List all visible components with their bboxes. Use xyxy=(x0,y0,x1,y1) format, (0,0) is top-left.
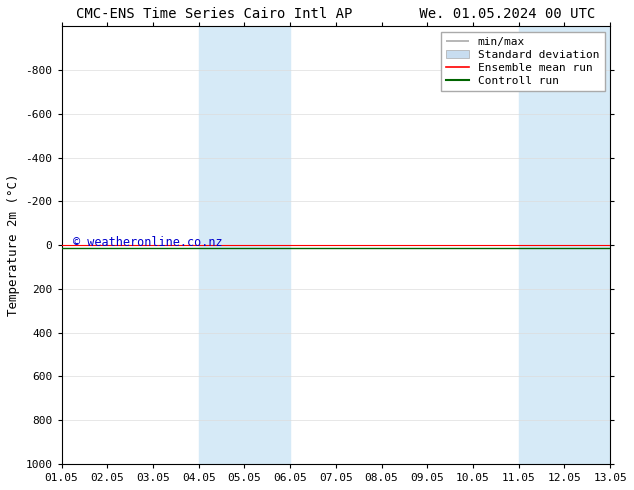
Legend: min/max, Standard deviation, Ensemble mean run, Controll run: min/max, Standard deviation, Ensemble me… xyxy=(441,32,605,91)
Text: © weatheronline.co.nz: © weatheronline.co.nz xyxy=(72,237,222,249)
Bar xyxy=(519,26,610,464)
Y-axis label: Temperature 2m (°C): Temperature 2m (°C) xyxy=(7,174,20,317)
Title: CMC-ENS Time Series Cairo Intl AP        We. 01.05.2024 00 UTC: CMC-ENS Time Series Cairo Intl AP We. 01… xyxy=(76,7,595,21)
Bar xyxy=(198,26,290,464)
